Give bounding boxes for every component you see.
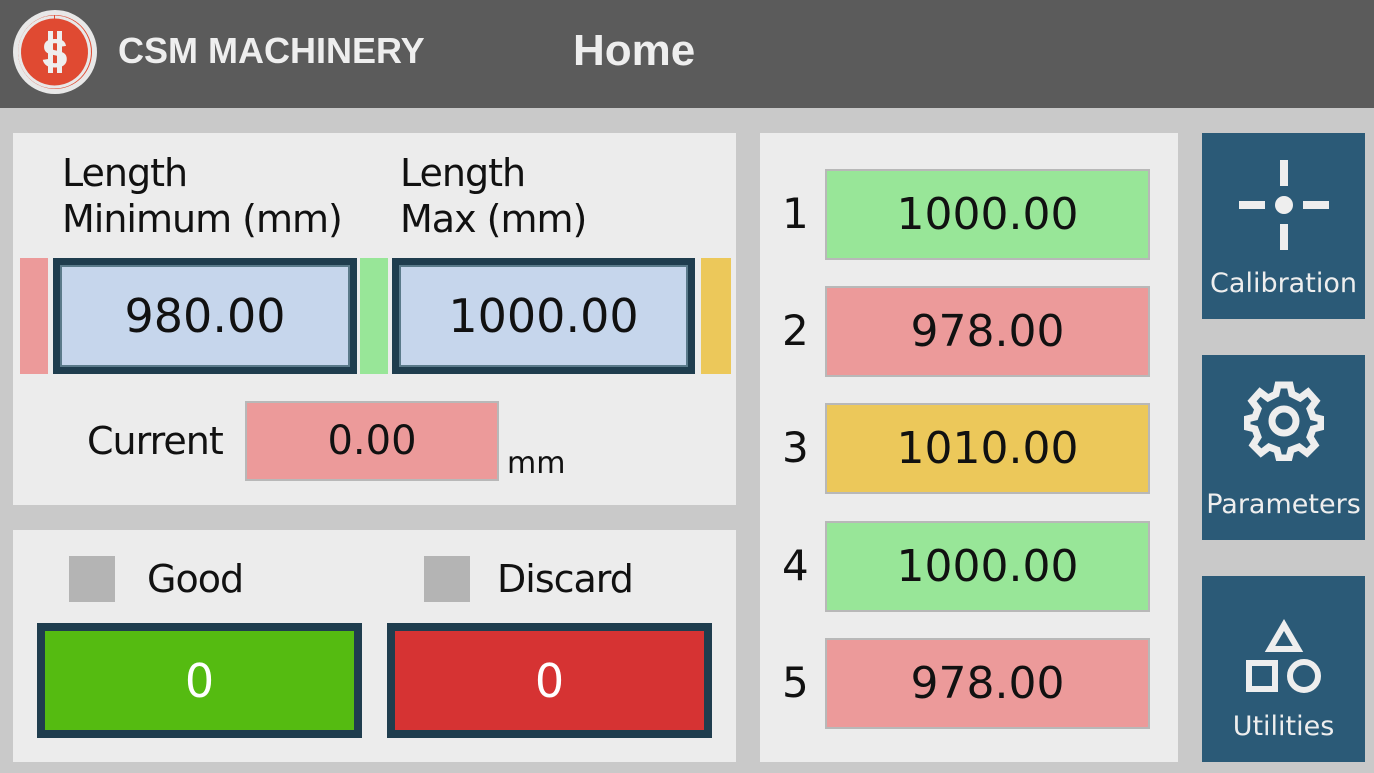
- good-counter[interactable]: 0: [37, 623, 362, 738]
- good-label: Good: [147, 557, 244, 601]
- history-index: 1: [782, 189, 809, 238]
- history-value: 978.00: [825, 286, 1150, 377]
- min-length-input[interactable]: 980.00: [53, 258, 357, 374]
- history-index: 4: [782, 541, 809, 590]
- crosshair-icon: [1238, 160, 1329, 250]
- page-title: Home: [573, 26, 696, 75]
- max-length-input[interactable]: 1000.00: [392, 258, 695, 374]
- discard-label: Discard: [497, 557, 634, 601]
- over-indicator: [701, 258, 731, 374]
- parameters-button[interactable]: Parameters: [1202, 355, 1365, 540]
- max-label: Length Max (mm): [400, 151, 587, 241]
- utilities-label: Utilities: [1232, 711, 1335, 742]
- header: S CSM MACHINERY Home: [0, 0, 1374, 108]
- shapes-icon: [1245, 619, 1321, 693]
- under-indicator: [20, 258, 48, 374]
- parameters-label: Parameters: [1206, 489, 1361, 520]
- discard-lamp: [424, 556, 470, 602]
- history-index: 5: [782, 658, 809, 707]
- utilities-button[interactable]: Utilities: [1202, 576, 1365, 762]
- history-value: 1000.00: [825, 521, 1150, 612]
- brand-name: CSM MACHINERY: [118, 30, 425, 71]
- discard-counter[interactable]: 0: [387, 623, 712, 738]
- current-label: Current: [87, 419, 224, 463]
- min-label: Length Minimum (mm): [62, 151, 343, 241]
- history-index: 2: [782, 306, 809, 355]
- good-lamp: [69, 556, 115, 602]
- history-value: 978.00: [825, 638, 1150, 729]
- ok-indicator: [360, 258, 388, 374]
- calibration-label: Calibration: [1210, 268, 1357, 299]
- svg-text:S: S: [42, 32, 69, 76]
- gear-icon: [1243, 381, 1324, 461]
- csm-logo: S: [13, 10, 97, 94]
- unit-label: mm: [507, 446, 566, 481]
- calibration-button[interactable]: Calibration: [1202, 133, 1365, 319]
- history-value: 1000.00: [825, 169, 1150, 260]
- history-index: 3: [782, 423, 809, 472]
- history-value: 1010.00: [825, 403, 1150, 494]
- current-value: 0.00: [245, 401, 499, 481]
